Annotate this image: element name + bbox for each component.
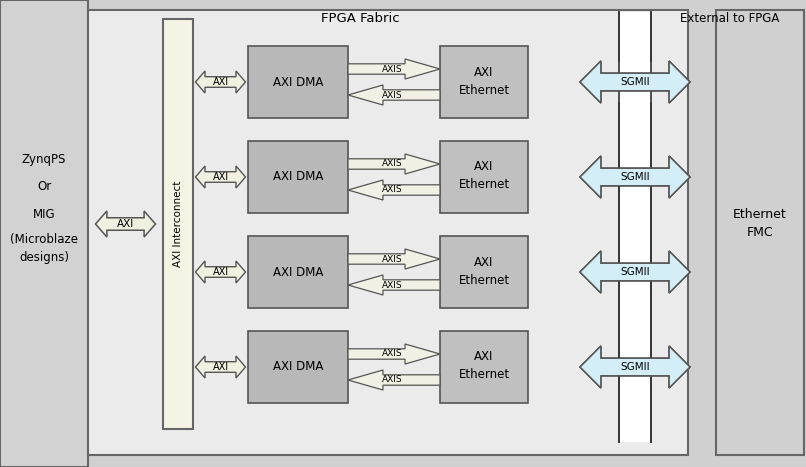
Polygon shape xyxy=(348,180,440,200)
Text: SGMII: SGMII xyxy=(620,267,650,277)
Polygon shape xyxy=(580,251,690,293)
Text: AXI: AXI xyxy=(117,219,134,229)
Bar xyxy=(248,46,348,118)
Text: Or: Or xyxy=(37,181,51,193)
Bar xyxy=(0,0,88,467)
Text: Ethernet: Ethernet xyxy=(459,178,509,191)
Text: SGMII: SGMII xyxy=(620,172,650,182)
Polygon shape xyxy=(196,261,246,283)
Bar xyxy=(440,46,528,118)
Polygon shape xyxy=(348,275,440,295)
Text: AXI: AXI xyxy=(213,77,229,87)
Text: Ethernet: Ethernet xyxy=(459,368,509,382)
Text: AXI: AXI xyxy=(474,351,494,363)
Text: FMC: FMC xyxy=(746,226,773,239)
Text: Ethernet: Ethernet xyxy=(459,84,509,97)
Text: AXI: AXI xyxy=(213,267,229,277)
Text: ZynqPS: ZynqPS xyxy=(22,153,66,165)
Text: AXIS: AXIS xyxy=(382,160,402,169)
Text: SGMII: SGMII xyxy=(620,77,650,87)
Polygon shape xyxy=(348,85,440,105)
Text: designs): designs) xyxy=(19,250,69,263)
Text: FPGA Fabric: FPGA Fabric xyxy=(321,12,399,24)
Polygon shape xyxy=(580,156,690,198)
Text: AXI: AXI xyxy=(474,255,494,269)
Polygon shape xyxy=(580,61,690,103)
Polygon shape xyxy=(196,356,246,378)
Polygon shape xyxy=(348,59,440,79)
Polygon shape xyxy=(196,166,246,188)
Text: AXIS: AXIS xyxy=(382,375,402,384)
Text: AXI DMA: AXI DMA xyxy=(272,76,323,89)
Polygon shape xyxy=(580,251,690,293)
Text: Ethernet: Ethernet xyxy=(733,208,787,221)
Text: AXIS: AXIS xyxy=(382,255,402,263)
Polygon shape xyxy=(580,346,690,388)
Polygon shape xyxy=(580,346,690,388)
Polygon shape xyxy=(580,156,690,198)
Text: MIG: MIG xyxy=(33,207,56,220)
Bar xyxy=(163,19,193,429)
Polygon shape xyxy=(348,154,440,174)
Text: AXI: AXI xyxy=(213,172,229,182)
Bar xyxy=(248,141,348,213)
Bar xyxy=(248,236,348,308)
Text: AXI: AXI xyxy=(474,161,494,174)
Text: SGMII: SGMII xyxy=(620,172,650,182)
Bar xyxy=(716,10,804,455)
Bar xyxy=(619,12,651,442)
Text: AXI Interconnect: AXI Interconnect xyxy=(173,181,183,267)
Polygon shape xyxy=(580,61,690,103)
Polygon shape xyxy=(348,344,440,364)
Bar xyxy=(440,141,528,213)
Text: Ethernet: Ethernet xyxy=(459,274,509,286)
Text: AXI DMA: AXI DMA xyxy=(272,361,323,374)
Text: AXI: AXI xyxy=(474,65,494,78)
Bar xyxy=(440,236,528,308)
Text: SGMII: SGMII xyxy=(620,362,650,372)
Text: AXIS: AXIS xyxy=(382,64,402,73)
Text: SGMII: SGMII xyxy=(620,267,650,277)
Polygon shape xyxy=(348,370,440,390)
Text: AXI: AXI xyxy=(213,362,229,372)
Text: External to FPGA: External to FPGA xyxy=(680,12,779,24)
Text: SGMII: SGMII xyxy=(620,362,650,372)
Text: AXI DMA: AXI DMA xyxy=(272,266,323,278)
Text: AXIS: AXIS xyxy=(382,91,402,99)
Text: AXIS: AXIS xyxy=(382,185,402,194)
Text: AXI DMA: AXI DMA xyxy=(272,170,323,184)
Text: (Microblaze: (Microblaze xyxy=(10,233,78,246)
Polygon shape xyxy=(196,71,246,93)
Text: AXIS: AXIS xyxy=(382,281,402,290)
Polygon shape xyxy=(348,249,440,269)
Bar xyxy=(88,10,688,455)
Polygon shape xyxy=(95,211,156,237)
Bar xyxy=(440,331,528,403)
Text: SGMII: SGMII xyxy=(620,77,650,87)
Bar xyxy=(248,331,348,403)
Text: AXIS: AXIS xyxy=(382,349,402,359)
